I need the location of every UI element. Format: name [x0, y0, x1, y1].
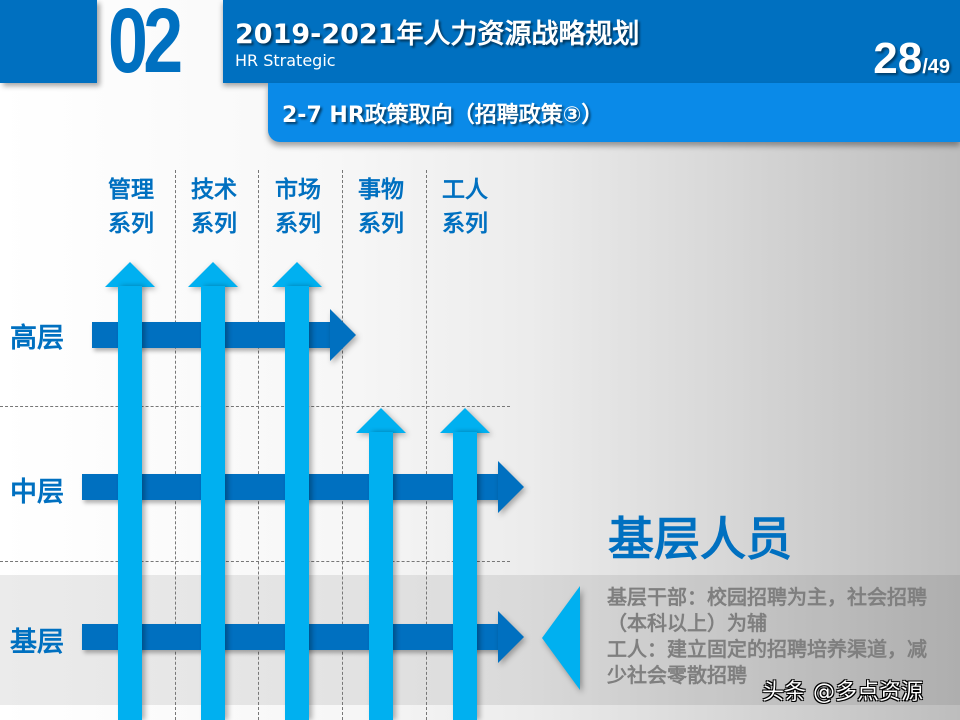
column-header-line: 系列: [442, 211, 488, 237]
column-header-line: 系列: [191, 211, 237, 237]
column-header-workers: 工人 系列: [430, 173, 500, 241]
grid-line-vertical: [426, 170, 427, 720]
section-title: 2-7 HR政策取向（招聘政策③）: [282, 103, 604, 128]
corner-block: [0, 0, 97, 83]
column-header-affairs: 事物 系列: [346, 173, 416, 241]
grid-line-horizontal: [0, 561, 510, 562]
column-header-marketing: 市场 系列: [263, 173, 333, 241]
page-subtitle: HR Strategic: [235, 51, 336, 70]
row-label-senior: 高层: [10, 323, 64, 354]
column-header-line: 系列: [275, 211, 321, 237]
row-label-middle: 中层: [10, 477, 64, 508]
column-header-line: 技术: [191, 177, 237, 203]
grid-line-vertical: [175, 170, 176, 720]
detail-text: 基层干部：校园招聘为主，社会招聘（本科以上）为辅 工人：建立固定的招聘培养渠道，…: [607, 585, 927, 687]
column-header-line: 市场: [275, 177, 321, 203]
page-indicator: 28/49: [873, 34, 950, 84]
column-header-line: 管理: [108, 177, 154, 203]
section-title-bar: 2-7 HR政策取向（招聘政策③）: [268, 83, 960, 142]
section-number: 02: [108, 0, 183, 92]
column-header-line: 系列: [108, 211, 154, 237]
column-header-line: 系列: [358, 211, 404, 237]
title-bar: 2019-2021年人力资源战略规划 HR Strategic 28/49: [223, 0, 960, 83]
detail-title: 基层人员: [608, 512, 792, 566]
column-header-management: 管理 系列: [96, 173, 166, 241]
grid-line-vertical: [258, 170, 259, 720]
watermark: 头条 @多点资源: [762, 680, 923, 705]
page-total: /49: [922, 56, 950, 78]
column-header-technical: 技术 系列: [179, 173, 249, 241]
page-current: 28: [873, 34, 923, 83]
pointer-triangle-icon: [542, 586, 580, 690]
grid-line-horizontal: [0, 406, 510, 407]
column-header-line: 事物: [358, 177, 404, 203]
column-header-line: 工人: [442, 177, 488, 203]
grid-line-vertical: [342, 170, 343, 720]
page-title: 2019-2021年人力资源战略规划: [235, 19, 640, 50]
row-label-basic: 基层: [10, 627, 64, 658]
